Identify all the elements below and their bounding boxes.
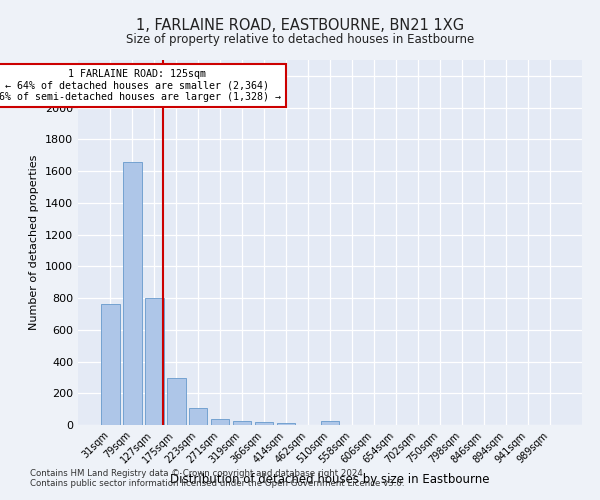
Bar bbox=[211, 419, 229, 425]
X-axis label: Distribution of detached houses by size in Eastbourne: Distribution of detached houses by size … bbox=[170, 473, 490, 486]
Bar bbox=[233, 420, 251, 425]
Text: Size of property relative to detached houses in Eastbourne: Size of property relative to detached ho… bbox=[126, 32, 474, 46]
Bar bbox=[189, 408, 208, 425]
Bar bbox=[167, 378, 185, 425]
Bar bbox=[255, 422, 274, 425]
Bar bbox=[277, 423, 295, 425]
Bar bbox=[320, 421, 340, 425]
Text: Contains public sector information licensed under the Open Government Licence v3: Contains public sector information licen… bbox=[30, 479, 404, 488]
Text: 1, FARLAINE ROAD, EASTBOURNE, BN21 1XG: 1, FARLAINE ROAD, EASTBOURNE, BN21 1XG bbox=[136, 18, 464, 32]
Text: 1 FARLAINE ROAD: 125sqm
← 64% of detached houses are smaller (2,364)
36% of semi: 1 FARLAINE ROAD: 125sqm ← 64% of detache… bbox=[0, 69, 281, 102]
Bar bbox=[145, 298, 164, 425]
Text: Contains HM Land Registry data © Crown copyright and database right 2024.: Contains HM Land Registry data © Crown c… bbox=[30, 469, 365, 478]
Bar bbox=[123, 162, 142, 425]
Y-axis label: Number of detached properties: Number of detached properties bbox=[29, 155, 40, 330]
Bar bbox=[101, 304, 119, 425]
